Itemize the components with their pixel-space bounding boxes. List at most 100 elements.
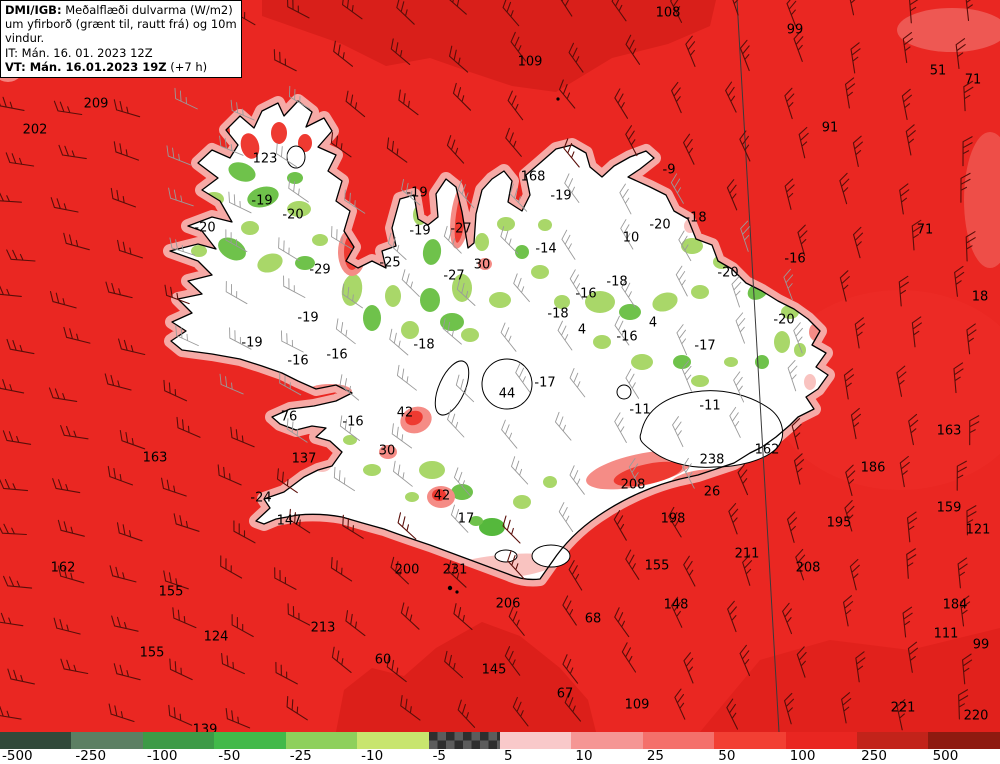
wind-barb-icon (342, 283, 363, 309)
wind-barb-icon (344, 189, 366, 214)
wind-barb-icon (217, 464, 242, 486)
wind-barb-icon (728, 503, 739, 535)
wind-barb-icon (966, 323, 977, 355)
wind-barb-icon (2, 430, 32, 445)
wind-barb-icon (569, 269, 584, 300)
wind-barb-icon (453, 467, 471, 497)
wind-barb-icon (398, 89, 419, 116)
wind-barb-icon (956, 460, 967, 491)
wind-barb-icon (839, 172, 850, 205)
colorbar-segment (714, 732, 786, 749)
colorbar-segment (785, 732, 858, 749)
meridian-line (736, 0, 780, 732)
wind-barb-icon (953, 362, 964, 394)
wind-barb-icon (447, 409, 465, 438)
wind-barb-icon (401, 269, 420, 297)
wind-barb-icon (276, 142, 297, 168)
wind-barb-icon (119, 430, 146, 450)
wind-barb-icon (731, 276, 742, 308)
wind-barb-icon (783, 268, 794, 301)
wind-barb-icon (387, 232, 407, 260)
wind-barb-icon (118, 338, 146, 356)
wind-barb-icon (614, 412, 627, 443)
wind-barb-icon (965, 231, 976, 262)
wind-barb-icon (0, 523, 27, 536)
wind-barb-icon (558, 502, 574, 533)
wind-barb-icon (954, 265, 965, 297)
wind-barb-icon (286, 696, 308, 721)
ocean-layer (0, 0, 1000, 732)
wind-barb-icon (621, 642, 637, 673)
wind-barb-icon (172, 607, 197, 629)
wind-barb-icon (681, 360, 692, 392)
colorbar-tick-label: 500 (932, 748, 959, 764)
wind-barb-icon (512, 696, 529, 727)
wind-barb-icon (287, 603, 311, 626)
wind-barb-icon (670, 173, 684, 204)
wind-barb-icon (901, 88, 912, 121)
wind-barb-icon (683, 555, 696, 587)
wind-barb-icon (219, 135, 244, 156)
wind-barb-icon (390, 556, 409, 585)
wind-barb-icon (725, 81, 737, 113)
colorbar-tick-label: -10 (361, 748, 384, 764)
wind-barb-icon (60, 658, 89, 675)
wind-barb-icon (783, 692, 795, 725)
wind-barb-icon (908, 0, 920, 24)
wind-barb-icon (161, 477, 187, 497)
wind-barb-icon (7, 668, 35, 685)
wind-barb-icon (276, 468, 298, 494)
wind-barb-icon (331, 225, 353, 250)
colorbar-segment (571, 732, 643, 749)
wind-barb-icon (400, 602, 420, 630)
wind-barb-icon (164, 284, 190, 305)
wind-barb-icon (442, 318, 462, 345)
wind-barb-icon (57, 565, 85, 584)
wind-barb-icon (52, 478, 81, 494)
wind-barb-icon (345, 90, 366, 118)
wind-barb-icon (787, 359, 798, 392)
wind-barb-icon (795, 548, 806, 581)
wind-barb-icon (683, 133, 695, 165)
wind-barb-icon (613, 510, 627, 541)
wind-barb-icon (176, 416, 201, 438)
wind-barb-icon (896, 698, 907, 731)
wind-barb-icon (855, 651, 866, 683)
wind-barb-icon (113, 141, 140, 161)
wind-barb-icon (345, 610, 366, 637)
colorbar-segment (642, 732, 715, 749)
wind-barb-icon (113, 99, 141, 118)
wind-barb-icon (569, 465, 585, 495)
wind-barb-icon (0, 611, 24, 627)
colorbar-segment (499, 732, 572, 749)
wind-barb-icon (962, 136, 973, 167)
wind-barb-icon (569, 368, 586, 398)
wind-barb-icon (219, 373, 244, 395)
wind-barb-icon (108, 703, 135, 723)
wind-barb-icon (505, 127, 522, 157)
wind-barb-icon (784, 87, 795, 120)
wind-barb-icon (562, 654, 579, 684)
wind-barb-icon (564, 692, 582, 722)
wind-barb-icon (902, 606, 913, 638)
wind-barb-icon (0, 478, 29, 492)
wind-barb-icon (396, 0, 415, 25)
colorbar-segment (71, 732, 143, 749)
wind-barb-icon (163, 379, 188, 402)
wind-barb-icon (614, 88, 629, 119)
wind-barb-icon (854, 317, 865, 349)
wind-barb-icon (793, 453, 805, 485)
wind-barb-icon (109, 565, 137, 583)
wind-barb-icon (965, 0, 976, 21)
wind-barb-icon (671, 596, 683, 628)
wind-barb-icon (168, 187, 194, 207)
wind-barb-icon (729, 406, 741, 438)
wind-barb-icon (726, 698, 739, 730)
wind-barb-icon (564, 173, 580, 203)
wind-barb-icon (330, 132, 352, 158)
wind-barb-icon (231, 614, 254, 638)
wind-barb-icon (286, 418, 308, 443)
wind-barb-icon (844, 500, 855, 532)
colorbar-segment (857, 732, 929, 749)
